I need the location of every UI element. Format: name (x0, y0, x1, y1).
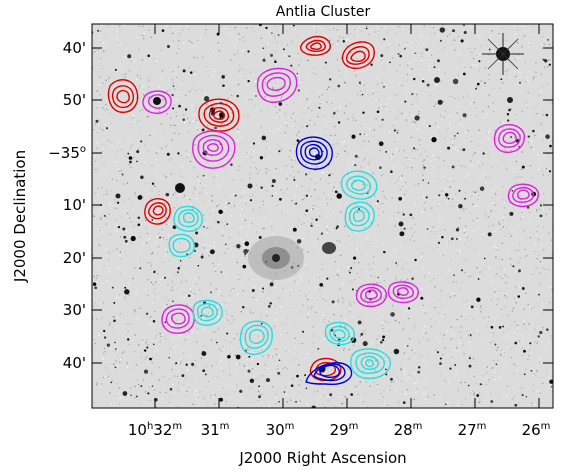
plot-title: Antlia Cluster (276, 4, 371, 20)
x-tick-label: 26m (522, 421, 551, 439)
y-tick-label: −35o (48, 144, 86, 162)
bright-sources (115, 33, 524, 373)
contour-magenta-5 (507, 183, 539, 208)
contour-red-1 (107, 79, 139, 113)
axis-ticks (92, 24, 553, 408)
contour-magenta-1 (142, 90, 172, 114)
star-field (92, 24, 553, 408)
x-tick-label: 28m (394, 421, 423, 439)
contour-cyan-1 (340, 170, 378, 200)
contour-cyan-3 (173, 205, 203, 232)
contour-magenta-3 (192, 130, 236, 169)
contour-cyan-2 (344, 201, 375, 232)
hi-contours (107, 35, 539, 385)
contour-cyan-7 (324, 321, 355, 346)
contour-blue-1 (295, 136, 333, 170)
sky-image (92, 24, 553, 408)
contour-magenta-8 (161, 304, 195, 334)
contour-magenta-7 (387, 281, 419, 304)
plot-frame (91, 23, 554, 409)
y-tick-label: 50' (63, 91, 86, 109)
contour-cyan-5 (192, 299, 223, 326)
y-tick-labels: 40' 50' −35o 10' 20' 30' 40' (48, 39, 86, 372)
x-tick-label: 27m (458, 421, 487, 439)
y-tick-label: 10' (63, 196, 86, 214)
x-tick-label: 10h32m (128, 421, 182, 439)
contour-red-2 (198, 98, 240, 132)
contour-cyan-8 (350, 348, 391, 380)
contour-red-5 (144, 198, 171, 225)
y-tick-label: 40' (63, 354, 86, 372)
contour-magenta-2 (256, 67, 298, 103)
y-axis-title: J2000 Declination (11, 150, 29, 283)
contour-cyan-6 (239, 320, 273, 355)
contour-magenta-4 (493, 124, 525, 153)
x-tick-label: 31m (201, 421, 230, 439)
contour-cyan-4 (168, 233, 195, 258)
contour-magenta-6 (355, 283, 387, 308)
contour-red-3 (300, 35, 331, 56)
x-tick-label: 29m (330, 421, 359, 439)
x-tick-labels: 10h32m 31m 30m 29m 28m 27m 26m (128, 421, 551, 439)
y-tick-label: 40' (63, 39, 86, 57)
contour-red-4 (341, 41, 375, 69)
y-tick-label: 20' (63, 249, 86, 267)
y-tick-label: 30' (63, 301, 86, 319)
sky-noise-layer (92, 24, 553, 408)
contour-blue-2 (305, 362, 353, 385)
x-axis-title: J2000 Right Ascension (238, 449, 406, 467)
x-tick-label: 30m (266, 421, 295, 439)
